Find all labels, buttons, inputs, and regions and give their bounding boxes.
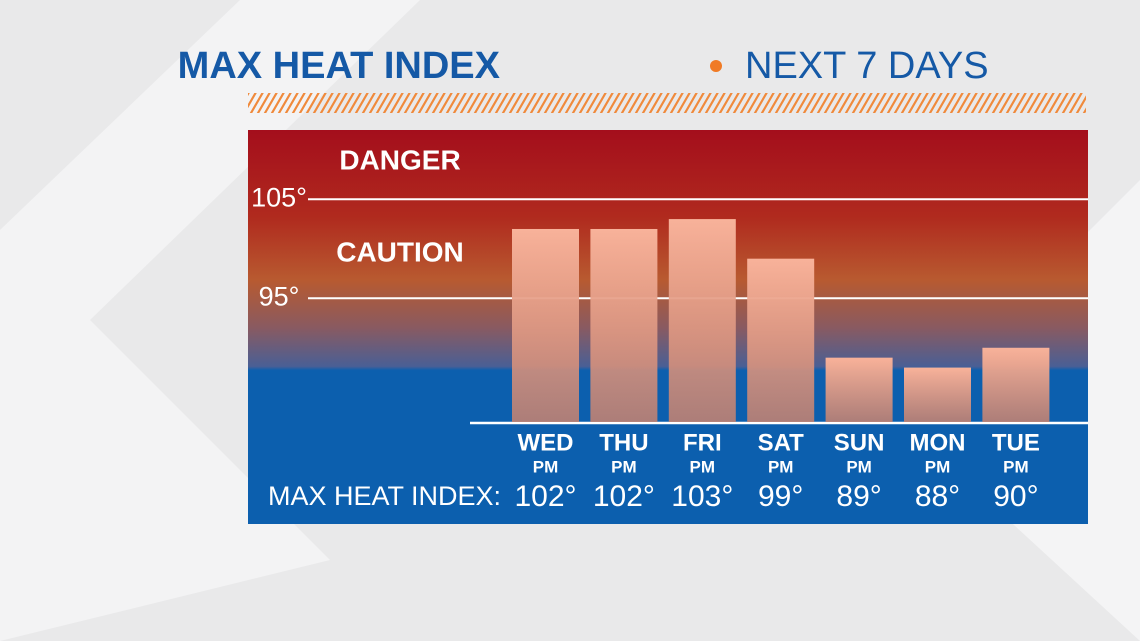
x-tick-label: MON [910,429,966,456]
y-tick-label: 105° [251,182,307,212]
value-label: 102° [593,480,655,513]
value-label: 103° [671,480,733,513]
x-tick-sublabel: PM [1003,457,1029,476]
bar [904,367,971,422]
x-tick-sublabel: PM [768,457,794,476]
value-label: 90° [993,480,1038,513]
bar [982,347,1050,422]
x-tick-label: SAT [758,429,805,456]
bar [747,258,815,422]
value-label: 102° [514,480,576,513]
zone-label: DANGER [339,144,460,175]
x-tick-sublabel: PM [925,457,951,476]
value-label: 89° [836,480,881,513]
x-tick-sublabel: PM [690,457,716,476]
background-shape [0,0,420,641]
chart-subtitle: NEXT 7 DAYS [745,45,989,87]
bar [512,228,579,422]
bar [668,219,736,422]
x-tick-sublabel: PM [611,457,637,476]
x-tick-sublabel: PM [846,457,872,476]
zone-label: CAUTION [336,236,464,267]
y-tick-label: 95° [259,281,300,311]
bar [825,357,893,422]
x-tick-label: TUE [992,429,1040,456]
x-tick-sublabel: PM [533,457,559,476]
row-label: MAX HEAT INDEX: [268,481,501,511]
value-label: 99° [758,480,803,513]
hatch-strip [248,93,1086,113]
x-tick-label: SUN [834,429,885,456]
x-tick-label: FRI [683,429,722,456]
panel [248,130,1088,524]
x-tick-label: WED [518,429,574,456]
value-label: 88° [915,480,960,513]
separator-dot [710,60,722,72]
x-tick-label: THU [599,429,648,456]
chart-title: MAX HEAT INDEX [178,45,501,87]
bar [590,228,658,422]
